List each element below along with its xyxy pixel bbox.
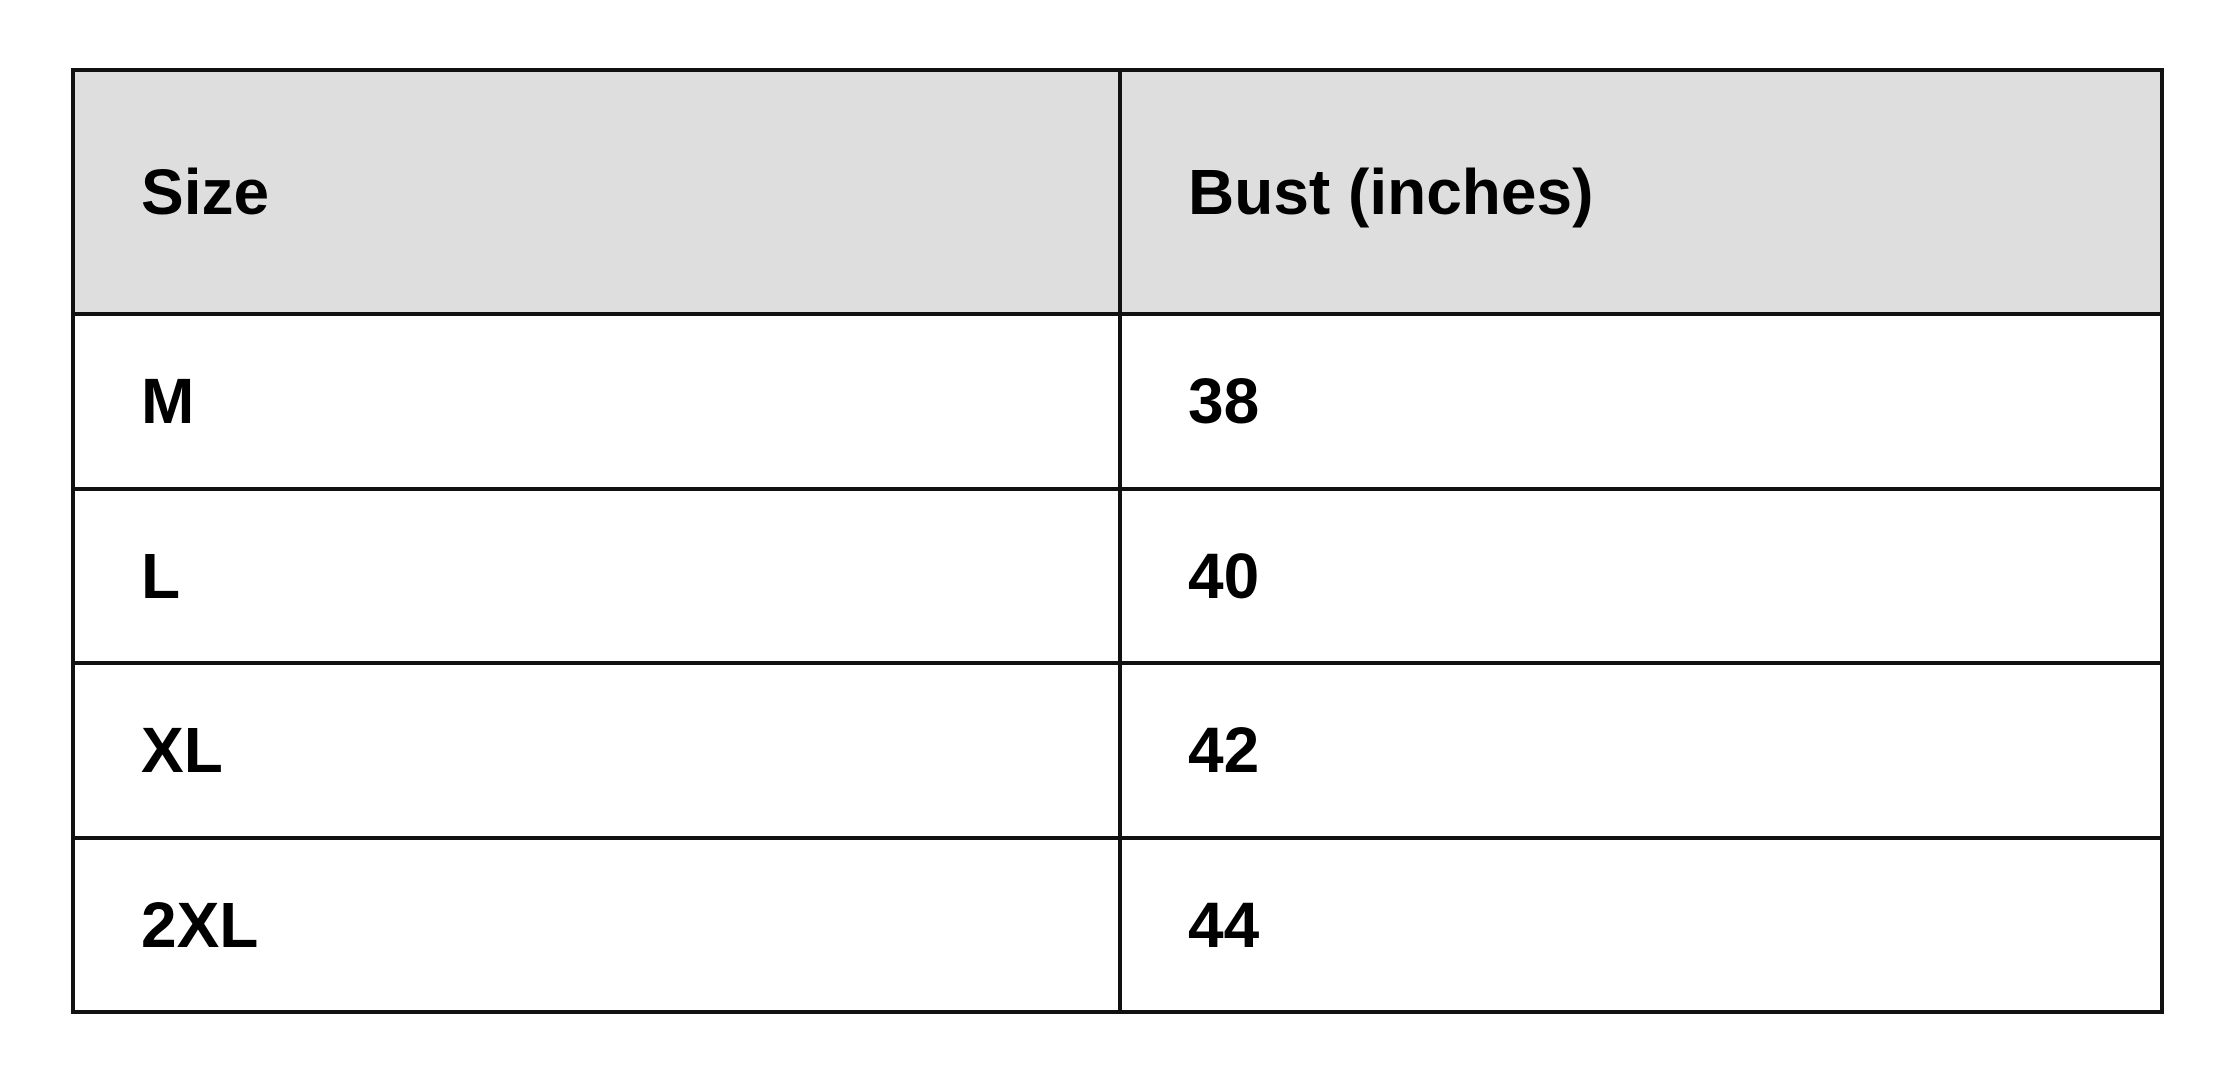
cell-bust: 42 [1118, 661, 2164, 840]
size-chart-table: Size Bust (inches) M 38 L 40 XL 42 2XL 4… [71, 68, 2164, 1014]
header-row: Size Bust (inches) [71, 68, 2164, 316]
header-size: Size [71, 68, 1122, 316]
table-row: M 38 [71, 312, 2164, 491]
cell-size: XL [71, 661, 1122, 840]
cell-size: M [71, 312, 1122, 491]
table-row: L 40 [71, 486, 2164, 665]
cell-size: 2XL [71, 835, 1122, 1014]
cell-bust: 38 [1118, 312, 2164, 491]
cell-size: L [71, 486, 1122, 665]
cell-bust: 40 [1118, 486, 2164, 665]
table-row: XL 42 [71, 661, 2164, 840]
table-row: 2XL 44 [71, 835, 2164, 1014]
header-bust: Bust (inches) [1118, 68, 2164, 316]
cell-bust: 44 [1118, 835, 2164, 1014]
